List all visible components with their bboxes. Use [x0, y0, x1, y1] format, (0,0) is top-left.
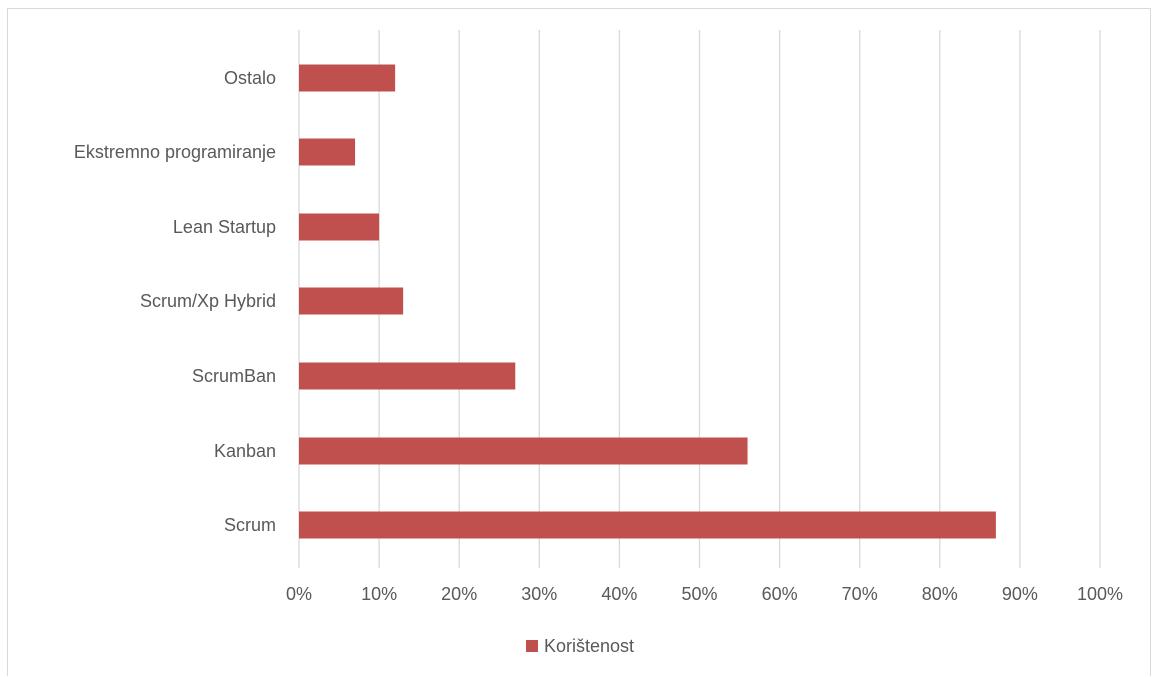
bar: [299, 213, 380, 241]
bar: [299, 64, 396, 92]
category-label: Kanban: [214, 441, 276, 461]
bars: [299, 64, 996, 539]
legend-swatch: [526, 640, 538, 652]
legend: Korištenost: [526, 636, 634, 656]
x-tick-label: 10%: [361, 584, 397, 604]
x-tick-label: 80%: [922, 584, 958, 604]
bar: [299, 362, 516, 390]
x-tick-label: 30%: [521, 584, 557, 604]
gridlines: [298, 30, 1101, 568]
bar: [299, 511, 996, 539]
x-tick-label: 100%: [1077, 584, 1123, 604]
x-tick-label: 60%: [762, 584, 798, 604]
x-tick-label: 90%: [1002, 584, 1038, 604]
x-tick-label: 40%: [601, 584, 637, 604]
category-label: Scrum/Xp Hybrid: [140, 291, 276, 311]
category-label: Scrum: [224, 515, 276, 535]
category-label: Lean Startup: [173, 217, 276, 237]
legend-label: Korištenost: [544, 636, 634, 656]
x-tick-label: 0%: [286, 584, 312, 604]
bar: [299, 138, 356, 166]
x-tick-label: 50%: [681, 584, 717, 604]
x-tick-label: 70%: [842, 584, 878, 604]
x-axis-tick-labels: 0% 10% 20% 30% 40% 50% 60% 70% 80% 90% 100%: [286, 584, 1123, 604]
bar: [299, 437, 748, 465]
bar: [299, 287, 404, 315]
category-labels: Scrum Kanban ScrumBan Scrum/Xp Hybrid Lean S…: [74, 68, 276, 535]
x-tick-label: 20%: [441, 584, 477, 604]
category-label: Ekstremno programiranje: [74, 142, 276, 162]
category-label: ScrumBan: [192, 366, 276, 386]
category-label: Ostalo: [224, 68, 276, 88]
chart-frame: [7, 8, 1151, 676]
